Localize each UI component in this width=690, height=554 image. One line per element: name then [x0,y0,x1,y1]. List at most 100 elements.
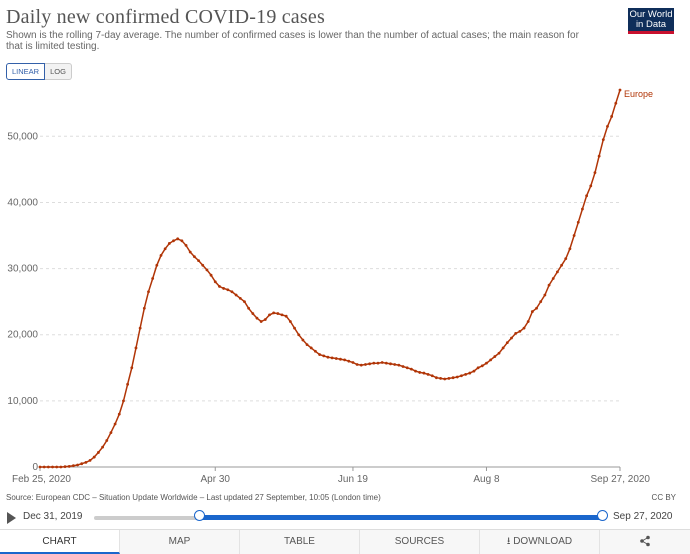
linear-scale-button[interactable]: LINEAR [6,63,46,80]
data-point [222,287,225,290]
data-point [510,336,513,340]
data-point [243,300,246,304]
data-point [618,88,622,92]
data-point [46,465,50,469]
data-point [197,259,200,263]
data-point [397,363,401,367]
y-tick-label: 50,000 [7,131,38,142]
data-point [376,361,380,365]
data-point [443,377,447,381]
data-point [234,293,238,297]
source-note: Source: European CDC – Situation Update … [6,493,381,502]
data-point [288,320,292,323]
x-tick-label: Sep 27, 2020 [591,474,651,485]
data-point [426,373,430,376]
x-tick-label: Feb 25, 2020 [12,474,71,485]
data-point [59,465,63,469]
data-point [134,346,138,350]
data-point [364,363,367,366]
data-point [414,369,417,373]
tab-chart[interactable]: CHART [0,530,120,554]
tab-download-label: DOWNLOAD [513,536,573,547]
data-point [589,184,593,188]
data-point [493,355,497,358]
data-point [109,431,113,435]
data-point [51,465,54,469]
data-point [518,330,522,333]
tab-map[interactable]: MAP [120,530,240,554]
timeline-end-handle[interactable] [597,510,608,521]
chart-axes: 0 10,000 20,000 30,000 40,000 50,000 Feb 25, 2… [7,131,650,485]
data-point [309,346,313,350]
scale-toggle: LINEAR LOG [6,63,72,80]
tab-table[interactable]: TABLE [240,530,360,554]
data-point [409,367,413,371]
data-point [247,306,251,310]
data-point [251,312,255,315]
log-scale-button[interactable]: LOG [45,63,72,80]
data-point [297,333,301,337]
data-point [610,115,614,118]
data-point [101,445,104,449]
data-point [430,374,434,378]
data-point [522,326,526,330]
line-chart: 0 10,000 20,000 30,000 40,000 50,000 Feb 25, 2… [7,88,653,485]
share-icon [640,536,650,547]
data-point [55,465,59,469]
data-point [84,460,88,464]
data-point [280,313,284,317]
play-icon[interactable] [7,512,16,524]
tab-download[interactable]: ⭳ DOWNLOAD [480,530,600,554]
data-point [155,263,159,267]
data-point [568,247,572,251]
data-point [238,296,242,300]
data-point [192,255,196,259]
data-point [255,316,259,320]
data-point [201,263,205,267]
data-point [334,357,338,360]
data-point [188,250,192,254]
owid-logo[interactable]: Our World in Data [628,8,674,34]
data-point [505,341,509,345]
share-button[interactable] [600,530,690,554]
chart-title: Daily new confirmed COVID-19 cases [6,6,325,28]
data-point [67,464,71,468]
data-point [368,362,372,366]
data-point [339,357,342,361]
data-point [38,465,42,469]
data-point [401,365,405,368]
data-point [230,290,234,294]
data-point [547,283,551,287]
data-point [614,101,618,105]
data-point [460,374,463,378]
x-tick-label: Aug 8 [473,474,500,485]
data-point [380,361,384,364]
data-point [284,314,288,318]
data-point [435,376,438,380]
y-tick-label: 30,000 [7,264,38,275]
y-tick-label: 40,000 [7,197,38,208]
data-point [180,239,184,243]
data-point [138,326,142,330]
data-point [126,382,130,386]
data-point [343,358,347,362]
timeline-start-handle[interactable] [194,510,205,521]
data-point [88,458,92,462]
data-point [476,366,480,370]
data-point [172,239,175,243]
tab-sources[interactable]: SOURCES [360,530,480,554]
data-point [147,290,150,294]
data-point [276,312,280,315]
data-point [322,354,326,358]
data-point [213,280,217,284]
license-link[interactable]: CC BY [651,493,676,502]
data-point [142,306,146,310]
chart-grid [40,135,620,468]
data-point [606,124,609,128]
series-label-europe: Europe [624,89,653,99]
data-point [489,358,493,362]
data-point [63,465,67,469]
y-tick-label: 10,000 [7,396,38,407]
chart-subtitle: Shown is the rolling 7-day average. The … [6,30,579,52]
series-line-europe [40,89,621,468]
